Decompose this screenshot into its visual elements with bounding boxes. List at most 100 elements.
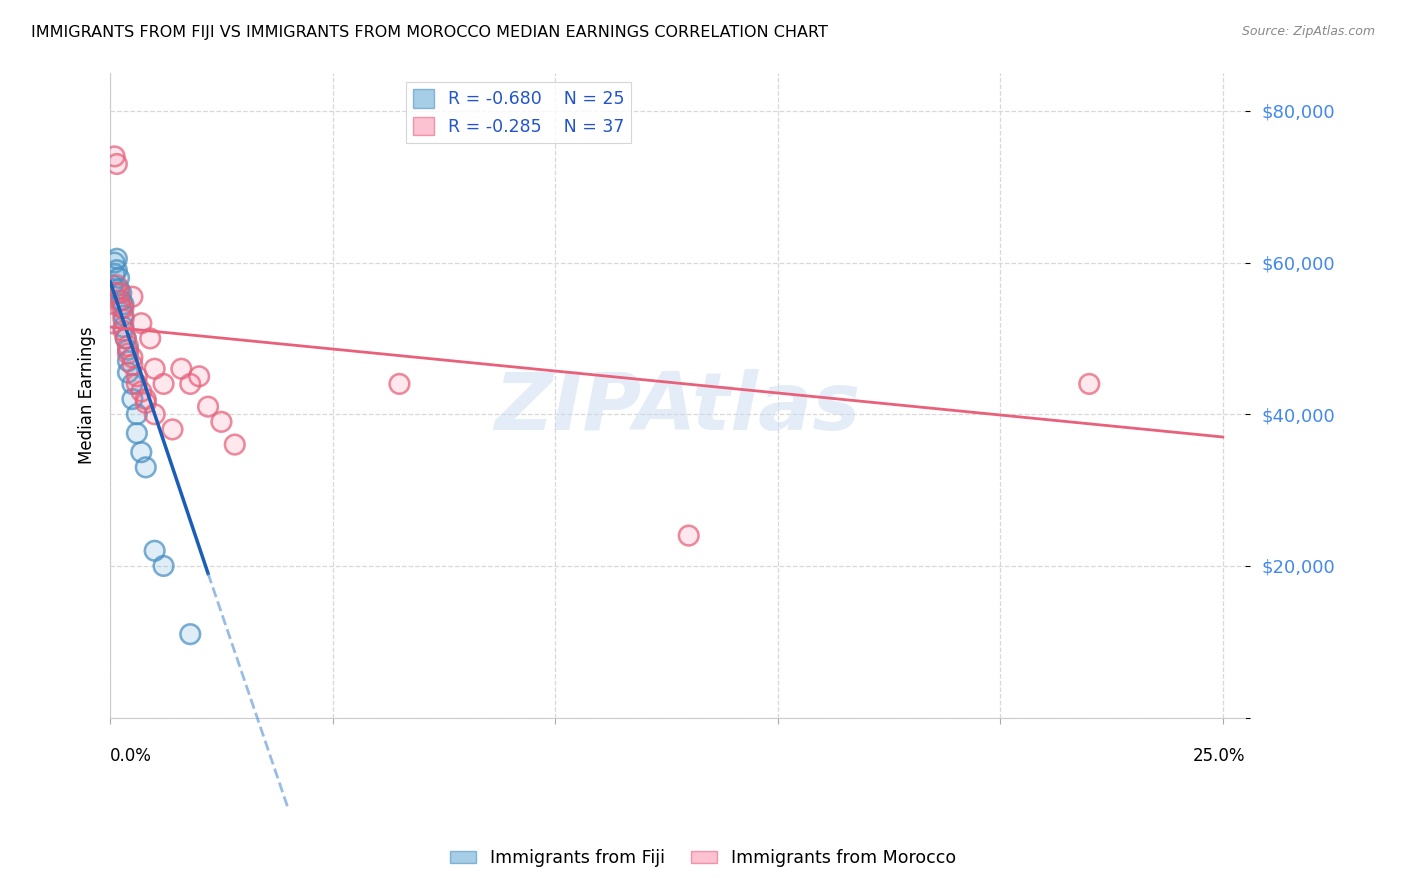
Point (188, 369, 211, 384)
Point (143, 543, 166, 558)
Point (112, 297, 135, 311)
Point (114, 331, 136, 345)
Point (117, 346, 139, 360)
Point (125, 407, 148, 421)
Point (108, 270, 131, 285)
Point (112, 297, 135, 311)
Point (101, 316, 124, 330)
Point (131, 384, 153, 399)
Point (112, 320, 135, 334)
Point (117, 346, 139, 360)
Point (104, 285, 127, 300)
Point (121, 290, 143, 304)
Text: IMMIGRANTS FROM FIJI VS IMMIGRANTS FROM MOROCCO MEDIAN EARNINGS CORRELATION CHAR: IMMIGRANTS FROM FIJI VS IMMIGRANTS FROM … (31, 25, 828, 40)
Point (114, 331, 136, 345)
Point (121, 392, 143, 406)
Point (105, 263, 128, 277)
Point (108, 293, 131, 308)
Point (224, 437, 246, 451)
Point (105, 263, 128, 277)
Point (152, 558, 174, 573)
Point (179, 376, 201, 391)
Point (121, 358, 143, 372)
Point (131, 316, 153, 330)
Point (104, 267, 127, 281)
Point (104, 149, 127, 163)
Point (388, 376, 411, 391)
Point (143, 361, 166, 376)
Text: 25.0%: 25.0% (1192, 747, 1246, 764)
Point (131, 316, 153, 330)
Point (143, 407, 166, 421)
Point (121, 351, 143, 365)
Point (112, 309, 135, 323)
Point (104, 285, 127, 300)
Point (101, 278, 124, 293)
Point (121, 358, 143, 372)
Point (105, 252, 128, 266)
Point (110, 301, 132, 315)
Point (179, 376, 201, 391)
Point (104, 149, 127, 163)
Point (108, 285, 131, 300)
Point (135, 460, 157, 475)
Point (197, 400, 219, 414)
Point (179, 627, 201, 641)
Point (188, 369, 211, 384)
Point (112, 324, 135, 338)
Point (114, 331, 136, 345)
Point (105, 278, 128, 293)
Point (105, 157, 128, 171)
Point (1078, 376, 1101, 391)
Point (152, 376, 174, 391)
Point (117, 354, 139, 368)
Text: Source: ZipAtlas.com: Source: ZipAtlas.com (1241, 25, 1375, 38)
Point (125, 407, 148, 421)
Point (105, 252, 128, 266)
Text: 0.0%: 0.0% (110, 747, 152, 764)
Point (224, 437, 246, 451)
Point (135, 392, 157, 406)
Point (162, 422, 184, 436)
Point (179, 627, 201, 641)
Point (139, 331, 162, 345)
Point (104, 255, 127, 269)
Point (1078, 376, 1101, 391)
Point (104, 267, 127, 281)
Point (135, 392, 157, 406)
Point (117, 343, 139, 357)
Point (152, 376, 174, 391)
Point (125, 369, 148, 384)
Legend: Immigrants from Fiji, Immigrants from Morocco: Immigrants from Fiji, Immigrants from Mo… (443, 843, 963, 874)
Point (110, 285, 132, 300)
Point (101, 316, 124, 330)
Point (114, 331, 136, 345)
Point (112, 320, 135, 334)
Point (125, 376, 148, 391)
Point (143, 543, 166, 558)
Point (108, 285, 131, 300)
Point (197, 400, 219, 414)
Point (125, 369, 148, 384)
Point (135, 396, 157, 410)
Point (152, 558, 174, 573)
Point (170, 361, 193, 376)
Point (101, 278, 124, 293)
Text: ZIPAtlas: ZIPAtlas (495, 369, 860, 447)
Point (121, 392, 143, 406)
Point (108, 293, 131, 308)
Point (143, 361, 166, 376)
Point (125, 426, 148, 441)
Point (117, 366, 139, 380)
Point (117, 343, 139, 357)
Point (108, 270, 131, 285)
Point (143, 407, 166, 421)
Point (121, 376, 143, 391)
Point (139, 331, 162, 345)
Point (125, 376, 148, 391)
Point (110, 293, 132, 308)
Point (110, 293, 132, 308)
Point (131, 445, 153, 459)
Point (131, 445, 153, 459)
Point (117, 339, 139, 353)
